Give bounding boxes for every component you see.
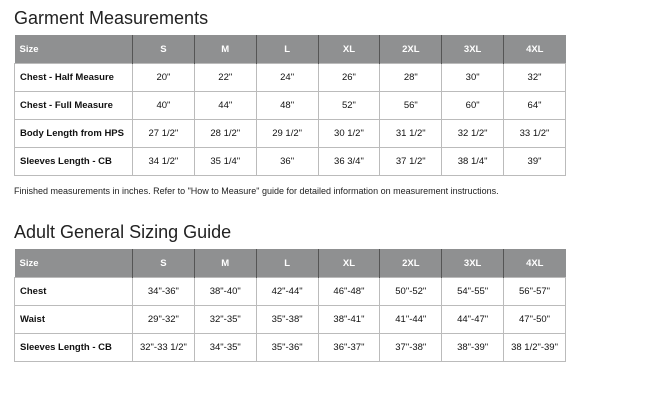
table-cell: 47"-50" bbox=[503, 305, 566, 334]
column-header: 3XL bbox=[441, 35, 504, 64]
row-label: Sleeves Length - CB bbox=[14, 147, 133, 176]
table-row: Waist 29"-32" 32"-35" 35"-38" 38"-41" 41"-44"… bbox=[14, 305, 566, 334]
table-cell: 27 1/2" bbox=[132, 119, 195, 148]
row-label: Sleeves Length - CB bbox=[14, 333, 133, 362]
table-cell: 48" bbox=[255, 91, 319, 120]
table-cell: 26" bbox=[317, 63, 381, 92]
table-row: Sleeves Length - CB 34 1/2" 35 1/4" 36" 36 3… bbox=[14, 147, 566, 176]
measurement-note: Finished measurements in inches. Refer t… bbox=[14, 186, 499, 196]
column-header: Size bbox=[14, 35, 133, 64]
table-cell: 64" bbox=[503, 91, 566, 120]
table-cell: 32"-35" bbox=[193, 305, 257, 334]
table-cell: 35 1/4" bbox=[193, 147, 257, 176]
column-header: S bbox=[132, 35, 195, 64]
table-cell: 41"-44" bbox=[379, 305, 443, 334]
table-row: Sleeves Length - CB 32"-33 1/2" 34"-35" 35"… bbox=[14, 333, 566, 362]
table-cell: 31 1/2" bbox=[379, 119, 443, 148]
table-cell: 33 1/2" bbox=[503, 119, 566, 148]
table-row: Chest - Half Measure 20" 22" 24" 26" 28" 30" 32… bbox=[14, 63, 566, 92]
table-cell: 22" bbox=[193, 63, 257, 92]
table-cell: 44" bbox=[193, 91, 257, 120]
row-label: Chest - Full Measure bbox=[14, 91, 133, 120]
table-cell: 40" bbox=[132, 91, 195, 120]
column-header: M bbox=[193, 35, 257, 64]
column-header: 3XL bbox=[441, 249, 504, 278]
garment-measurements-title: Garment Measurements bbox=[14, 8, 209, 28]
column-header: L bbox=[255, 35, 319, 64]
row-label: Chest bbox=[14, 277, 133, 306]
table-cell: 38 1/4" bbox=[441, 147, 505, 176]
table-cell: 52" bbox=[317, 91, 381, 120]
row-label: Waist bbox=[14, 305, 133, 334]
sizing-guide-title: Adult General Sizing Guide bbox=[14, 222, 232, 242]
table-cell: 34 1/2" bbox=[132, 147, 195, 176]
table-row: Chest 34"-36" 38"-40" 42"-44" 46"-48" 50"-52"… bbox=[14, 277, 566, 306]
column-header: M bbox=[193, 249, 257, 278]
table-cell: 60" bbox=[441, 91, 505, 120]
table-cell: 37"-38" bbox=[379, 333, 443, 362]
table-cell: 32" bbox=[503, 63, 566, 92]
column-header: Size bbox=[14, 249, 133, 278]
column-header: 4XL bbox=[503, 249, 566, 278]
table-cell: 38"-39" bbox=[441, 333, 505, 362]
table-cell: 35"-38" bbox=[255, 305, 319, 334]
header-row: Size S M L XL 2XL 3XL 4XL bbox=[14, 249, 566, 278]
table-cell: 38"-40" bbox=[193, 277, 257, 306]
column-header: 4XL bbox=[503, 35, 566, 64]
table-cell: 24" bbox=[255, 63, 319, 92]
table-cell: 34"-35" bbox=[193, 333, 257, 362]
table-cell: 36" bbox=[255, 147, 319, 176]
table-cell: 35"-36" bbox=[255, 333, 319, 362]
table-cell: 30 1/2" bbox=[317, 119, 381, 148]
table-cell: 39" bbox=[503, 147, 566, 176]
table-row: Chest - Full Measure 40" 44" 48" 52" 56" 60" 64… bbox=[14, 91, 566, 120]
column-header: XL bbox=[317, 35, 380, 64]
row-label: Body Length from HPS bbox=[14, 119, 133, 148]
table-cell: 32 1/2" bbox=[441, 119, 505, 148]
table-row: Body Length from HPS 27 1/2" 28 1/2" 29 1/2… bbox=[14, 119, 566, 148]
table-cell: 54"-55" bbox=[441, 277, 505, 306]
table-cell: 30" bbox=[441, 63, 505, 92]
table-cell: 28 1/2" bbox=[193, 119, 257, 148]
table-cell: 56"-57" bbox=[503, 277, 566, 306]
table-cell: 56" bbox=[379, 91, 443, 120]
table-cell: 38"-41" bbox=[317, 305, 381, 334]
table-cell: 36"-37" bbox=[317, 333, 381, 362]
table-cell: 29"-32" bbox=[132, 305, 195, 334]
table-cell: 34"-36" bbox=[132, 277, 195, 306]
table-cell: 42"-44" bbox=[255, 277, 319, 306]
table-cell: 44"-47" bbox=[441, 305, 505, 334]
header-row: Size S M L XL 2XL 3XL 4XL bbox=[14, 35, 566, 64]
column-header: 2XL bbox=[379, 249, 442, 278]
table-cell: 36 3/4" bbox=[317, 147, 381, 176]
table-cell: 29 1/2" bbox=[255, 119, 319, 148]
table-cell: 32"-33 1/2" bbox=[132, 333, 195, 362]
table-cell: 38 1/2"-39" bbox=[503, 333, 566, 362]
table-cell: 50"-52" bbox=[379, 277, 443, 306]
garment-measurements-table: Size S M L XL 2XL 3XL 4XL Chest - Half Measure 20… bbox=[14, 35, 566, 176]
column-header: 2XL bbox=[379, 35, 442, 64]
row-label: Chest - Half Measure bbox=[14, 63, 133, 92]
column-header: S bbox=[132, 249, 195, 278]
column-header: L bbox=[255, 249, 319, 278]
table-cell: 37 1/2" bbox=[379, 147, 443, 176]
table-cell: 46"-48" bbox=[317, 277, 381, 306]
column-header: XL bbox=[317, 249, 380, 278]
sizing-guide-table: Size S M L XL 2XL 3XL 4XL Chest 34"-36" 38"-40" 42"… bbox=[14, 249, 566, 362]
table-cell: 20" bbox=[132, 63, 195, 92]
table-cell: 28" bbox=[379, 63, 443, 92]
